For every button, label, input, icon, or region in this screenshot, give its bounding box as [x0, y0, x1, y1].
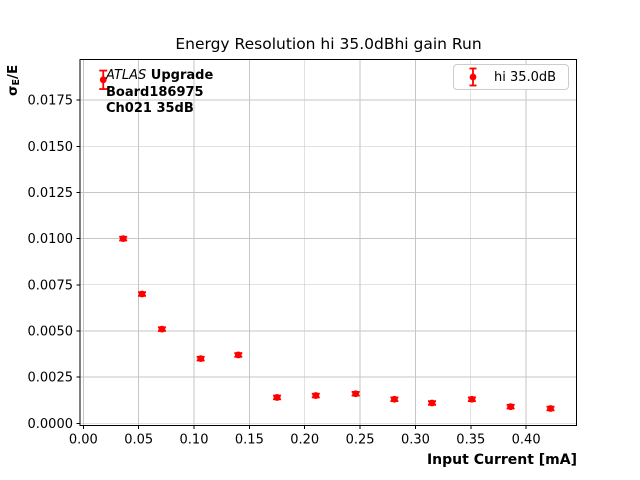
- y-tick-label: 0.0125: [28, 186, 74, 201]
- data-point: [390, 395, 398, 403]
- x-tick-label: 0.15: [235, 433, 264, 448]
- data-point: [428, 399, 436, 407]
- legend-box: hi 35.0dB: [453, 64, 569, 90]
- y-tick-label: 0.0050: [28, 324, 74, 339]
- y-tick-label: 0.0175: [28, 94, 74, 109]
- x-tick-label: 0.10: [180, 433, 209, 448]
- annotation-upgrade: Upgrade: [146, 68, 214, 83]
- y-tick-label: 0.0075: [28, 278, 74, 293]
- y-axis-label-sigma: σ: [5, 85, 21, 96]
- x-tick-label: 0.25: [346, 433, 375, 448]
- data-point: [99, 76, 107, 84]
- data-point: [138, 290, 146, 298]
- x-tick-label: 0.30: [401, 433, 430, 448]
- y-tick-label: 0.0150: [28, 140, 74, 155]
- data-point: [547, 405, 554, 412]
- x-tick-label: 0.05: [124, 433, 153, 448]
- y-tick-label: 0.0025: [28, 371, 74, 386]
- axes-frame: [79, 59, 577, 426]
- y-axis-label-subscript: E: [11, 78, 22, 86]
- data-point: [158, 325, 166, 333]
- y-axis-label: σE/E: [5, 65, 22, 96]
- annotation-atlas: ATLAS: [106, 68, 147, 83]
- plot-annotation: ATLAS Upgrade Board186975 Ch021 35dB: [106, 68, 213, 118]
- data-point: [507, 403, 515, 411]
- annotation-line-1: ATLAS Upgrade: [106, 68, 213, 85]
- legend-entry-label: hi 35.0dB: [494, 69, 557, 85]
- data-point: [119, 235, 127, 243]
- legend-errorbar-icon: [469, 67, 477, 87]
- data-point: [352, 390, 360, 398]
- x-axis-label: Input Current [mA]: [426, 452, 577, 468]
- y-tick-label: 0.0100: [28, 232, 74, 247]
- x-tick-label: 0.40: [512, 433, 541, 448]
- x-tick-label: 0.00: [69, 433, 98, 448]
- data-point: [312, 392, 320, 399]
- x-tick-label: 0.35: [456, 433, 485, 448]
- data-point: [273, 394, 281, 401]
- data-point: [468, 395, 476, 403]
- y-tick-label: 0.0000: [28, 417, 74, 432]
- chart-title: Energy Resolution hi 35.0dBhi gain Run: [175, 35, 482, 53]
- annotation-line-3: Ch021 35dB: [106, 101, 194, 116]
- x-tick-label: 0.20: [290, 433, 319, 448]
- data-point: [197, 355, 205, 363]
- y-axis-label-suffix: /E: [5, 64, 21, 79]
- data-point: [234, 351, 242, 359]
- annotation-line-2: Board186975: [106, 84, 204, 100]
